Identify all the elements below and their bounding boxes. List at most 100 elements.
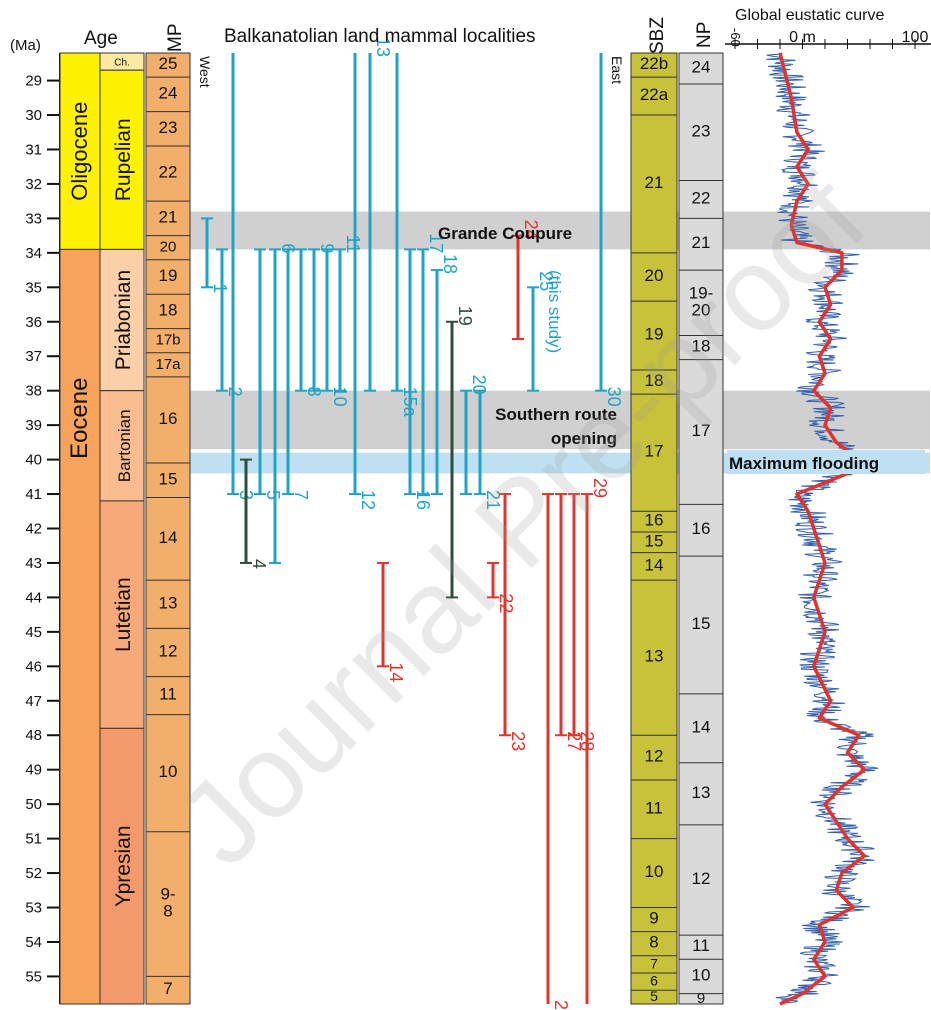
- sbz-zone-label-line: 14: [645, 556, 664, 575]
- watermark-text: Journal Pre-proof: [153, 152, 891, 890]
- epoch-label: Eocene: [66, 378, 93, 459]
- sbz-zone-label: 5: [650, 988, 658, 1004]
- locality-label: 16: [413, 490, 433, 510]
- stage-cell: [99, 390, 145, 502]
- sbz-zone-label-line: 20: [645, 266, 664, 285]
- sbz-zone-label: 20: [645, 266, 664, 285]
- np-zone-label-line: 18: [692, 337, 711, 356]
- sbz-zone-label: 10: [645, 863, 664, 882]
- sbz-zone-label: 22b: [640, 55, 668, 74]
- mp-zone-label-line: 19: [159, 266, 178, 285]
- sbz-zone-label-line: 22b: [640, 55, 668, 74]
- mp-zone-label-line: 7: [163, 980, 172, 999]
- np-header: NP: [694, 22, 715, 48]
- eustatic-tick-label: 100: [902, 29, 929, 46]
- column-headers: (Ma) Age MP Balkanatolian land mammal lo…: [10, 7, 885, 54]
- locality-label: 2: [225, 387, 245, 397]
- event-label: Maximum flooding: [729, 454, 879, 473]
- sbz-zone-label-line: 15: [645, 532, 664, 551]
- mp-zone-label-line: 24: [159, 84, 178, 103]
- west-label: West: [197, 56, 213, 88]
- np-zone-label: 16: [692, 520, 711, 539]
- age-tick-label: 36: [25, 314, 42, 331]
- age-tick-label: 42: [25, 521, 42, 538]
- age-tick-label: 52: [25, 865, 42, 882]
- age-tick-label: 45: [25, 624, 42, 641]
- locality-label: 4: [249, 559, 269, 569]
- sbz-zone-label: 7: [650, 955, 658, 971]
- mp-zone-label-line: 12: [159, 642, 178, 661]
- sbz-zone-label-line: 16: [645, 511, 664, 530]
- sbz-zone-label-line: 6: [650, 972, 658, 988]
- stage-label: Rupelian: [112, 118, 135, 201]
- age-tick-label: 41: [25, 486, 42, 503]
- sbz-zone-label-line: 19: [645, 325, 664, 344]
- sbz-zone-label-line: 22a: [640, 86, 669, 105]
- sbz-zone-label: 11: [645, 799, 663, 818]
- locality-label: 25: [536, 271, 556, 291]
- np-zone-label-line: 11: [692, 937, 710, 956]
- np-zone-label: 18: [692, 337, 711, 356]
- mp-zone-label: 9-8: [160, 885, 175, 921]
- np-zone-label-line: 13: [692, 783, 711, 802]
- sbz-zone-label-line: 7: [650, 955, 658, 971]
- np-zone-label: 13: [692, 783, 711, 802]
- age-axis: 29 30 31 32 33 34 35 36 37 38 39 40 41 42 43 44 45 46 47 48…: [25, 53, 61, 1004]
- mp-zone-label: 20: [160, 239, 177, 256]
- np-zone-label: 14: [692, 718, 711, 737]
- sbz-zone-label: 16: [645, 511, 664, 530]
- age-tick-label: 30: [25, 107, 42, 124]
- sbz-zone-label-line: 21: [645, 173, 664, 192]
- mp-zone-label: 23: [159, 118, 178, 137]
- np-zone-label-line: 15: [692, 614, 711, 633]
- locality-label: 20: [469, 375, 489, 395]
- mp-zone-label-line: 10: [159, 763, 178, 782]
- stage-cell: [99, 248, 145, 392]
- locality-label: 21: [483, 490, 503, 510]
- np-zone-label-line: 14: [692, 718, 711, 737]
- eustatic-raw-curve: [766, 52, 879, 1004]
- mp-zone-label-line: 9-: [160, 885, 175, 904]
- stage-label: Ypresian: [112, 826, 135, 907]
- mp-zone-label: 14: [159, 528, 178, 547]
- mp-zone-label-line: 25: [159, 55, 178, 74]
- np-zone-label-line: 9: [697, 990, 705, 1007]
- stage-label: Priabonian: [112, 270, 135, 370]
- mp-zone-label: 11: [159, 685, 177, 704]
- np-zone-label-line: 16: [692, 520, 711, 539]
- np-zone-label-line: 22: [692, 189, 711, 208]
- sbz-zone-label-line: 8: [649, 933, 658, 952]
- sbz-zone-label-line: 12: [645, 747, 664, 766]
- eustatic-tick-label: -60: [728, 28, 743, 47]
- age-tick-label: 51: [25, 831, 42, 848]
- locality-label: 29: [590, 478, 610, 498]
- sbz-zone-label-line: 5: [650, 988, 658, 1004]
- axis-unit-label: (Ma): [10, 37, 41, 54]
- eustatic-smooth-curve: [778, 52, 867, 1006]
- age-tick-label: 39: [25, 417, 42, 434]
- event-label: Grande Coupure: [438, 224, 572, 243]
- mp-zone-label: 7: [163, 980, 172, 999]
- np-zone-label: 21: [692, 234, 711, 253]
- locality-label: 11: [343, 235, 363, 254]
- np-zone-label-line: 21: [692, 234, 711, 253]
- eustatic-panel: -60 0 m 100: [725, 28, 931, 1006]
- mp-zone-label-line: 13: [159, 594, 178, 613]
- mp-zone-label-line: 17a: [155, 356, 181, 373]
- epoch-cell: [59, 52, 101, 250]
- mp-zone-label-line: 21: [159, 208, 178, 227]
- locality-label: 18: [440, 254, 460, 274]
- age-tick-label: 40: [25, 452, 42, 469]
- np-zone-label-line: 24: [692, 58, 711, 77]
- locality-label: 30: [604, 387, 624, 407]
- localities-panel: 123456789101112131415a161718192021222324…: [197, 37, 625, 1010]
- sbz-zone-label: 19: [645, 325, 664, 344]
- locality-label: 27: [564, 731, 584, 751]
- mp-zone-label-line: 22: [159, 163, 178, 182]
- event-label: Southern route opening: [495, 405, 617, 448]
- mp-zone-label-line: 14: [159, 528, 178, 547]
- age-tick-label: 38: [25, 383, 42, 400]
- np-column-bg: [678, 52, 724, 1005]
- mp-header: MP: [165, 24, 186, 53]
- watermark: Journal Pre-proof: [153, 152, 891, 890]
